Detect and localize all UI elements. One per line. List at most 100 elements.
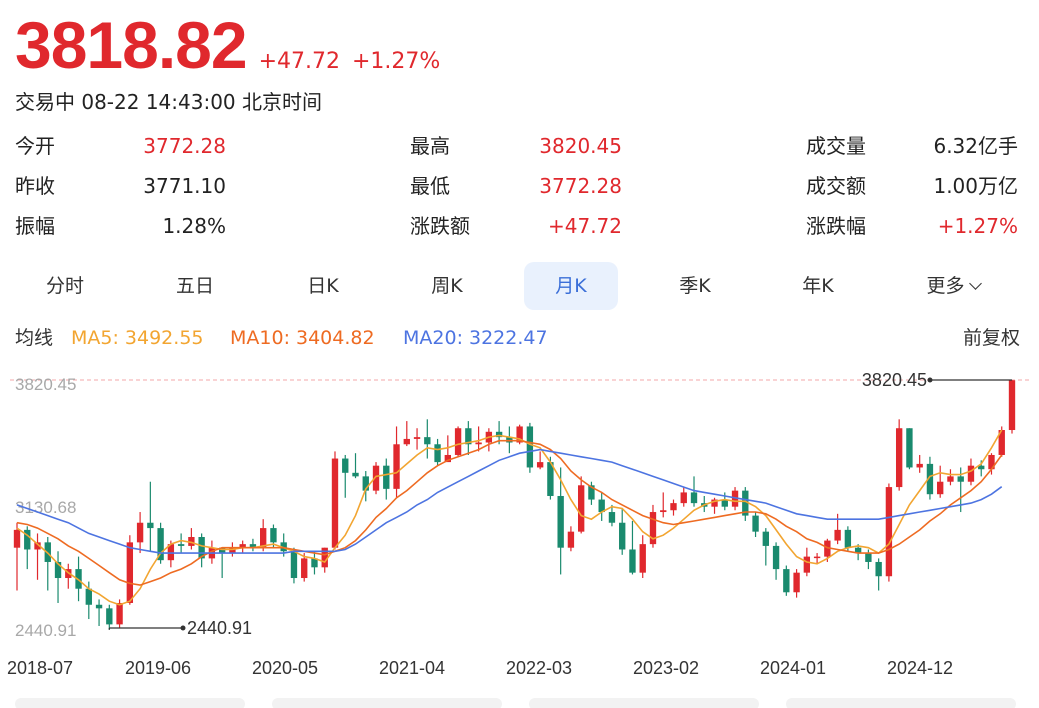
- candle-body: [567, 531, 575, 548]
- candle-body: [752, 515, 759, 532]
- candle-body: [362, 476, 369, 491]
- tab-intraday[interactable]: 分时: [15, 262, 115, 310]
- max-marker: [927, 377, 933, 383]
- period-tabs: 分时 五日 日K 周K 月K 季K 年K 更多: [15, 262, 1020, 310]
- candle-body: [577, 485, 585, 532]
- candle-body: [157, 528, 164, 561]
- tab-weekly-k[interactable]: 周K: [397, 262, 497, 310]
- candle-body: [967, 465, 975, 482]
- candle-body: [762, 531, 769, 546]
- candle-body: [937, 481, 944, 495]
- min-price-label: 2440.91: [187, 618, 252, 638]
- candle-body: [434, 444, 441, 463]
- candle-body: [454, 428, 462, 455]
- candle-body: [249, 544, 257, 548]
- candle-body: [85, 588, 92, 605]
- bottom-card: [272, 698, 502, 708]
- tab-five-day[interactable]: 五日: [145, 262, 245, 310]
- y-tick-label: 2440.91: [15, 621, 76, 640]
- ma-title: 均线: [15, 327, 54, 349]
- tab-label: 分时: [45, 275, 84, 297]
- candle-body: [803, 556, 811, 573]
- stat-low: 最低 3772.28: [410, 168, 622, 208]
- candle-body: [188, 537, 195, 546]
- y-tick-label: 3820.45: [15, 375, 76, 394]
- ma-legend: 均线 MA5: 3492.55 MA10: 3404.82 MA20: 3222…: [15, 324, 1020, 352]
- candle-body: [136, 522, 144, 543]
- stat-label: 最高: [410, 134, 450, 158]
- candlestick-chart[interactable]: 3820.45 3130.68 2440.91 3820.45 2440.91 2018-…: [0, 360, 1039, 690]
- candle-body: [608, 512, 616, 523]
- candle-body: [670, 503, 677, 511]
- stat-value: 6.32亿手: [933, 134, 1018, 158]
- ma10-value: MA10: 3404.82: [230, 327, 375, 349]
- stat-label: 今开: [15, 134, 55, 158]
- candle-body: [793, 572, 800, 593]
- x-tick-label: 2021-04: [379, 658, 445, 678]
- tab-quarterly-k[interactable]: 季K: [645, 262, 745, 310]
- candle-body: [321, 547, 328, 568]
- candle-body: [1008, 380, 1016, 431]
- candle-body: [988, 454, 995, 470]
- stat-change-percent: 涨跌幅 +1.27%: [806, 208, 1018, 248]
- quote-header: 3818.82 +47.72 +1.27%: [15, 10, 440, 80]
- tab-daily-k[interactable]: 日K: [273, 262, 373, 310]
- stat-amplitude: 振幅 1.28%: [15, 208, 226, 248]
- stat-high: 最高 3820.45: [410, 128, 622, 168]
- ma20-line: [16, 448, 1003, 554]
- candle-body: [331, 458, 339, 548]
- tab-monthly-k[interactable]: 月K: [524, 262, 618, 310]
- tab-label: 更多: [926, 275, 965, 297]
- x-tick-label: 2018-07: [7, 658, 73, 678]
- tab-more[interactable]: 更多: [903, 262, 1003, 310]
- candle-body: [957, 476, 964, 482]
- candle-body: [998, 430, 1005, 455]
- candle-body: [54, 561, 62, 579]
- price-change-percent: +1.27%: [352, 49, 441, 74]
- candle-body: [444, 454, 452, 463]
- candle-body: [177, 544, 185, 546]
- candle-body: [403, 438, 410, 445]
- candle-body: [393, 444, 400, 489]
- stat-value: +47.72: [547, 214, 622, 238]
- ma20-value: MA20: 3222.47: [403, 327, 548, 349]
- candle-body: [506, 437, 513, 443]
- candle-body: [844, 529, 852, 548]
- adjust-mode-button[interactable]: 前复权: [962, 327, 1020, 349]
- tab-yearly-k[interactable]: 年K: [768, 262, 868, 310]
- candle-body: [824, 540, 831, 557]
- candle-body: [229, 547, 236, 554]
- candle-body: [639, 544, 646, 573]
- x-tick-label: 2019-06: [125, 658, 191, 678]
- candle-body: [865, 553, 872, 562]
- candle-body: [34, 542, 41, 550]
- stat-label: 昨收: [15, 174, 55, 198]
- chevron-down-icon: [968, 277, 982, 290]
- candle-body: [311, 558, 318, 568]
- candle-body: [342, 458, 349, 473]
- candle-body: [557, 495, 564, 548]
- candle-body: [916, 463, 923, 468]
- candle-body: [526, 426, 534, 468]
- stat-value: 3772.28: [539, 174, 622, 198]
- stat-label: 最低: [410, 174, 450, 198]
- x-tick-label: 2024-01: [760, 658, 826, 678]
- tab-label: 五日: [175, 275, 214, 297]
- candle-body: [13, 529, 21, 548]
- candle-body: [885, 487, 893, 577]
- stat-change-amount: 涨跌额 +47.72: [410, 208, 622, 248]
- candle-body: [711, 499, 718, 507]
- candle-body: [24, 529, 31, 550]
- stat-label: 涨跌幅: [806, 214, 866, 238]
- stat-label: 涨跌额: [410, 214, 470, 238]
- candle-body: [126, 542, 134, 603]
- candle-body: [783, 569, 790, 593]
- candle-body: [629, 549, 636, 573]
- stat-turnover: 成交额 1.00万亿: [806, 168, 1018, 208]
- candle-body: [895, 428, 903, 488]
- candle-body: [383, 465, 390, 489]
- candle-body: [742, 490, 749, 516]
- candle-body: [978, 465, 985, 470]
- x-tick-label: 2020-05: [252, 658, 318, 678]
- candle-body: [424, 437, 431, 445]
